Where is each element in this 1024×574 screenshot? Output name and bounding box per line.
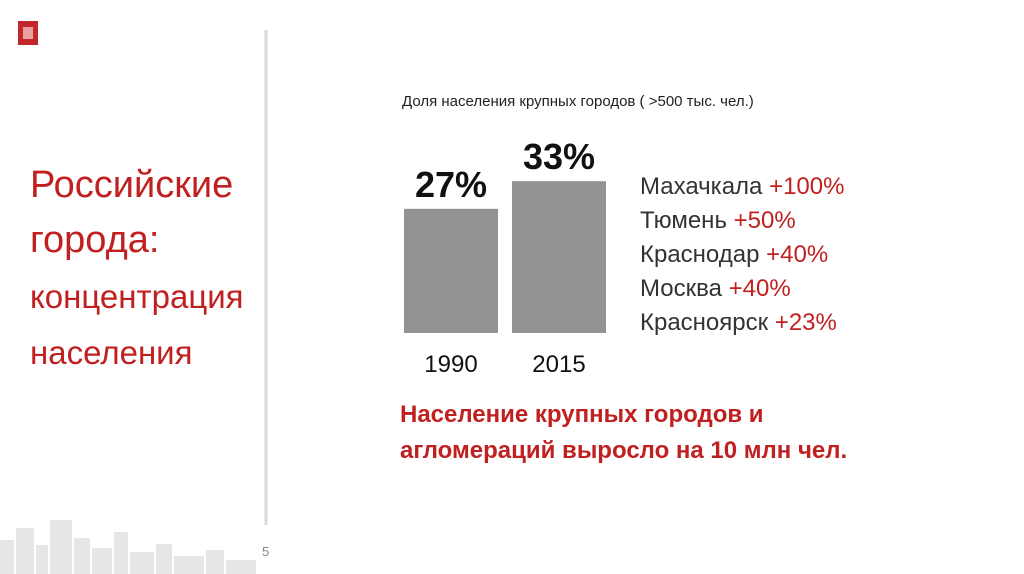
city-row: Махачкала +100%: [640, 173, 844, 200]
city-name: Краснодар: [640, 241, 759, 268]
city-row: Тюмень +50%: [640, 207, 796, 234]
x-tick-label: 1990: [424, 351, 477, 378]
note-line: агломераций выросло на 10 млн чел.: [400, 437, 847, 464]
value-label: 27%: [415, 164, 487, 205]
space: [768, 309, 775, 336]
city-growth: +23%: [775, 309, 837, 336]
title-line: Российские: [30, 164, 233, 206]
space: [722, 275, 729, 302]
city-row: Краснодар +40%: [640, 241, 828, 268]
city-growth: +40%: [729, 275, 791, 302]
value-label: 33%: [523, 136, 595, 177]
page-number: 5: [262, 544, 269, 559]
slide-title: Российские города: концентрация населения: [30, 164, 244, 371]
city-row: Москва +40%: [640, 275, 791, 302]
city-growth: +50%: [734, 207, 796, 234]
title-line: концентрация: [30, 278, 244, 315]
space: [762, 173, 769, 200]
logo-emblem: [23, 27, 33, 39]
space: [759, 241, 766, 268]
city-row: Красноярск +23%: [640, 309, 837, 336]
chart: 27% 1990 33% 2015: [404, 136, 606, 378]
city-list: Махачкала +100% Тюмень +50% Краснодар +40%…: [640, 173, 844, 336]
x-tick-label: 2015: [532, 351, 585, 378]
space: [727, 207, 734, 234]
title-line: города:: [30, 219, 159, 261]
city-growth: +40%: [766, 241, 828, 268]
city-name: Красноярск: [640, 309, 769, 336]
skyline: [0, 520, 256, 574]
note: Население крупных городов и агломераций в…: [400, 401, 847, 464]
bar: [512, 181, 606, 333]
city-name: Тюмень: [640, 207, 727, 234]
bar: [404, 208, 498, 333]
city-name: Москва: [640, 275, 723, 302]
city-growth: +100%: [769, 173, 844, 200]
chart-title: Доля населения крупных городов ( >500 ты…: [402, 93, 754, 110]
city-name: Махачкала: [640, 173, 763, 200]
title-line: населения: [30, 334, 192, 371]
note-line: Население крупных городов и: [400, 401, 764, 428]
